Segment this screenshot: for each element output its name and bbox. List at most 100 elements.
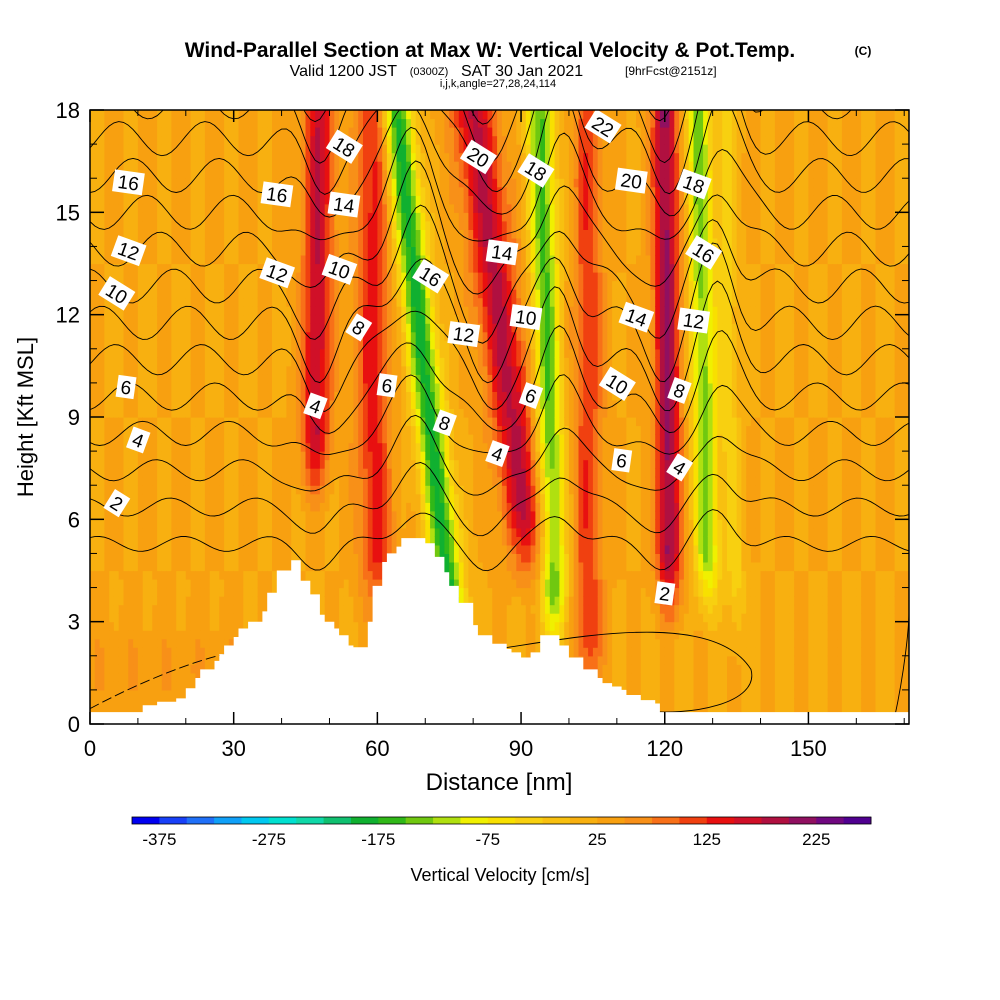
y-tick-label: 15 <box>56 200 80 225</box>
contour-label: 2 <box>654 581 676 606</box>
contour-label: 4 <box>303 392 328 420</box>
contour-label: 14 <box>485 239 519 266</box>
x-axis-title: Distance [nm] <box>426 769 573 796</box>
contour-label: 16 <box>112 169 145 196</box>
y-axis-title: Height [Kft MSL] <box>13 337 38 497</box>
contour-label: 20 <box>614 167 648 194</box>
y-tick-label: 9 <box>68 405 80 430</box>
contour-label: 8 <box>432 409 457 437</box>
colorbar-swatch <box>788 817 817 824</box>
vertical-velocity-field <box>90 110 909 724</box>
colorbar-swatch <box>350 817 379 824</box>
colorbar-swatch <box>132 817 160 824</box>
colorbar-swatch <box>515 817 543 824</box>
y-tick-label: 18 <box>56 98 80 123</box>
theta-contour <box>90 110 909 195</box>
colorbar: -375 -275 -175 -75 25 125 225 <box>131 816 872 849</box>
theta-contour <box>90 0 909 24</box>
colorbar-swatch <box>734 817 762 824</box>
theta-contour <box>90 110 909 218</box>
colorbar-swatch <box>433 817 461 824</box>
contour-label: 6 <box>611 448 633 473</box>
y-tick-label: 12 <box>56 303 80 328</box>
contour-label: 6 <box>115 374 137 400</box>
colorbar-swatch <box>186 817 215 824</box>
colorbar-tick-label: 25 <box>588 830 607 849</box>
contour-label: 8 <box>667 377 692 404</box>
contour-label: 4 <box>126 426 151 454</box>
chart-title: Wind-Parallel Section at Max W: Vertical… <box>185 39 796 62</box>
colorbar-swatch <box>816 817 845 824</box>
contour-label: 16 <box>260 181 294 208</box>
colorbar-swatch <box>214 817 242 824</box>
plot-area <box>90 0 909 724</box>
contour-label: 12 <box>110 235 147 267</box>
contour-label: 2 <box>103 489 131 518</box>
colorbar-swatch <box>378 817 407 824</box>
theta-contour <box>90 462 909 537</box>
theta-contour <box>497 631 753 713</box>
contour-label: 12 <box>447 321 481 347</box>
colorbar-swatch <box>761 817 790 824</box>
x-tick-label: 90 <box>509 736 533 761</box>
colorbar-swatch <box>323 817 352 824</box>
contour-label: 8 <box>345 313 373 342</box>
colorbar-tick-label: 125 <box>693 830 721 849</box>
theta-contour <box>90 509 909 572</box>
theta-contour <box>133 110 909 164</box>
colorbar-swatch <box>624 817 653 824</box>
contour-label: 14 <box>327 191 361 218</box>
colorbar-tick-label: -275 <box>252 830 286 849</box>
theta-contour <box>90 204 909 344</box>
subtitle-valid: Valid 1200 JST <box>290 63 398 80</box>
colorbar-swatch <box>296 817 324 824</box>
contour-label: 4 <box>485 440 510 467</box>
theta-contour <box>90 280 909 412</box>
contour-label: 18 <box>675 168 712 200</box>
colorbar-swatch <box>652 817 680 824</box>
contour-labels: 1612106421612181410864161282014418106222… <box>98 108 723 606</box>
contour-label: 6 <box>518 382 544 409</box>
theta-contour <box>90 325 909 434</box>
colorbar-tick-label: 225 <box>802 830 830 849</box>
colorbar-swatch <box>706 817 735 824</box>
contour-label: 18 <box>325 129 363 164</box>
theta-contour <box>90 242 909 384</box>
contour-label: 12 <box>259 257 295 289</box>
theta-contour <box>90 160 909 295</box>
colorbar-swatch <box>159 817 188 824</box>
colorbar-tick-label: -75 <box>476 830 501 849</box>
copyright-mark: (C) <box>855 44 872 58</box>
x-tick-label: 30 <box>221 736 245 761</box>
colorbar-swatch <box>405 817 434 824</box>
colorbar-tick-label: -375 <box>142 830 176 849</box>
x-tick-label: 0 <box>84 736 96 761</box>
colorbar-title: Vertical Velocity [cm/s] <box>410 865 589 885</box>
x-tick-label: 150 <box>790 736 827 761</box>
colorbar-tick-label: -175 <box>361 830 395 849</box>
colorbar-swatch <box>487 817 516 824</box>
potential-temperature-contours <box>90 0 909 718</box>
subtitle-zulu: (0300Z) <box>410 66 449 78</box>
colorbar-swatch <box>542 817 571 824</box>
colorbar-swatch <box>268 817 297 824</box>
colorbar-swatch <box>843 817 872 824</box>
terrain <box>90 538 909 724</box>
contour-label: 12 <box>677 307 711 334</box>
contour-label: 4 <box>666 453 694 482</box>
y-tick-label: 0 <box>68 712 80 737</box>
subtitle-params: i,j,k,angle=27,28,24,114 <box>440 78 556 90</box>
x-tick-label: 60 <box>365 736 389 761</box>
y-tick-label: 3 <box>68 610 80 635</box>
colorbar-swatch <box>597 817 626 824</box>
contour-label: 6 <box>376 373 398 398</box>
subtitle-forecast: [9hrFcst@2151z] <box>625 64 717 78</box>
theta-contour <box>90 126 909 242</box>
x-tick-label: 120 <box>646 736 683 761</box>
contour-label: 10 <box>509 304 543 330</box>
colorbar-swatch <box>460 817 489 824</box>
theta-contour <box>90 414 909 496</box>
terrain-mask <box>90 538 909 724</box>
y-tick-label: 6 <box>68 507 80 532</box>
